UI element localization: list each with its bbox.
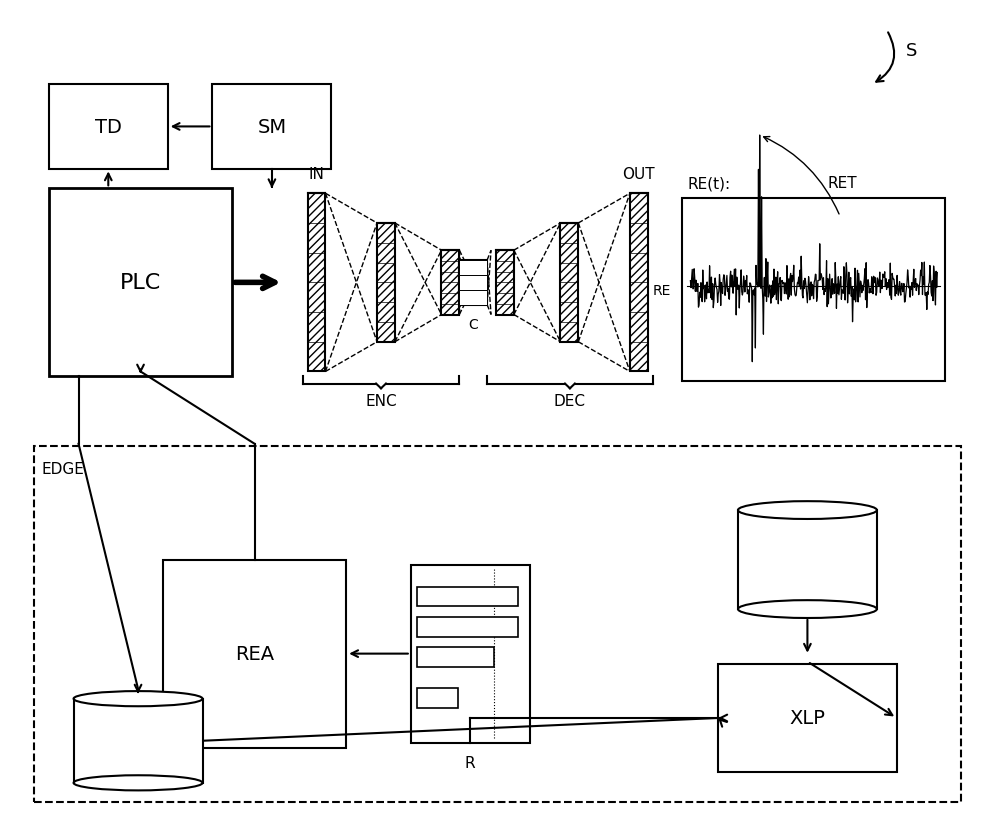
Bar [560,283,578,303]
Bar [377,283,395,303]
Text: XLP: XLP [789,709,825,727]
Text: REA: REA [235,645,274,663]
Bar [630,283,648,313]
Text: PLC: PLC [120,273,161,293]
Bar [417,648,494,667]
Bar [308,253,325,283]
Bar [630,313,648,343]
Bar [496,251,514,262]
Text: TD: TD [95,118,122,137]
Ellipse shape [74,775,203,791]
Bar [496,304,514,315]
Bar [496,293,514,304]
Ellipse shape [74,691,203,706]
Ellipse shape [738,600,877,619]
Bar [49,85,168,170]
Bar [560,303,578,323]
Bar [377,323,395,343]
Bar [496,283,514,293]
Bar [459,261,487,305]
Text: R: R [465,755,476,770]
Text: SM: SM [257,118,286,137]
Bar [630,253,648,283]
Bar [308,224,325,253]
Text: RE(t):: RE(t): [687,176,731,191]
Bar [163,560,346,747]
Bar [308,194,325,224]
Text: IN: IN [309,167,324,182]
Bar [459,276,487,290]
Bar [308,283,325,313]
Bar [630,194,648,224]
Text: EDGE: EDGE [42,461,85,476]
Text: C: C [468,317,478,331]
Ellipse shape [738,502,877,519]
Bar [411,565,530,743]
Bar [417,617,518,637]
Bar [377,243,395,263]
Bar [496,273,514,283]
FancyArrowPatch shape [876,33,894,83]
Bar [718,664,897,772]
Bar [308,194,325,372]
Bar [560,243,578,263]
Bar [441,262,459,273]
Bar [441,273,459,283]
Bar [441,293,459,304]
Bar [377,303,395,323]
Text: RE: RE [796,551,819,568]
Bar [441,251,459,262]
Text: RET: RET [827,176,857,191]
Bar [441,251,459,315]
Bar [377,224,395,243]
Bar [212,85,331,170]
Bar [308,313,325,343]
Bar [560,263,578,283]
Bar [377,263,395,283]
Bar [560,323,578,343]
Bar [459,261,487,276]
Text: DEC: DEC [554,394,586,409]
Bar [560,224,578,243]
Bar [441,283,459,293]
Text: DH: DH [124,732,152,750]
Bar [74,699,203,782]
Text: OUT: OUT [623,167,655,182]
Bar [459,290,487,305]
Bar [630,194,648,372]
Bar [496,251,514,315]
Text: S: S [906,42,917,59]
Bar [496,262,514,273]
Bar [34,446,961,803]
Text: ENC: ENC [365,394,397,409]
Bar [377,224,395,343]
Bar [560,224,578,343]
Bar [417,689,458,708]
Text: RE: RE [652,283,671,298]
Bar [49,189,232,377]
Bar [417,587,518,607]
Bar [308,343,325,372]
Bar [682,199,945,382]
Bar [441,304,459,315]
Bar [738,511,877,609]
Bar [630,224,648,253]
Bar [630,343,648,372]
